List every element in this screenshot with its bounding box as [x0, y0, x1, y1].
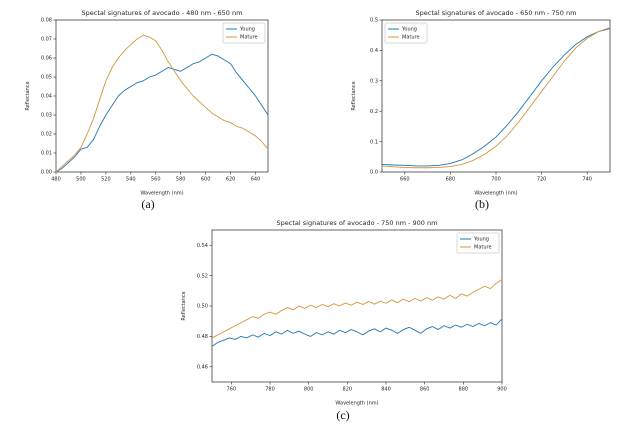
y-tick-label: 0.07	[41, 37, 52, 43]
y-tick-label: 0.1	[370, 139, 378, 145]
y-tick-label: 0.02	[41, 132, 52, 138]
x-tick-label: 800	[304, 387, 314, 393]
x-tick-label: 660	[400, 177, 410, 183]
chart-canvas: Spectal signatures of avocado - 480 nm -…	[25, 9, 269, 197]
x-tick-label: 900	[497, 387, 507, 393]
series-line-mature	[381, 27, 611, 169]
legend-label: Young	[473, 237, 489, 243]
y-tick-label: 0.54	[197, 243, 208, 249]
chart-spectral-750-900: Spectal signatures of avocado - 750 nm -…	[178, 216, 508, 408]
x-tick-label: 540	[126, 177, 136, 183]
y-tick-label: 0.01	[41, 151, 52, 157]
series-line-young	[211, 318, 503, 347]
x-tick-label: 880	[459, 387, 469, 393]
x-tick-label: 620	[226, 177, 236, 183]
chart-spectral-650-750: Spectal signatures of avocado - 650 nm -…	[348, 6, 616, 198]
caption-c: (c)	[336, 408, 350, 422]
y-tick-label: 0.3	[370, 79, 378, 85]
series-line-mature	[55, 34, 269, 173]
legend-box	[222, 22, 266, 44]
y-tick-label: 0.04	[41, 94, 52, 100]
y-tick-label: 0.5	[370, 18, 378, 24]
chart-canvas: Spectal signatures of avocado - 650 nm -…	[351, 9, 611, 197]
x-tick-label: 780	[265, 387, 275, 393]
series-line-young	[381, 28, 611, 167]
y-tick-label: 0.52	[197, 273, 208, 279]
chart-title: Spectal signatures of avocado - 650 nm -…	[416, 9, 577, 17]
legend-label: Young	[401, 27, 417, 33]
x-axis-label: Wavelength (nm)	[140, 191, 183, 197]
x-tick-label: 560	[151, 177, 161, 183]
chart-canvas: Spectal signatures of avocado - 750 nm -…	[181, 219, 507, 407]
x-axis-label: Wavelength (nm)	[335, 401, 378, 407]
x-tick-label: 580	[176, 177, 186, 183]
y-axis-label: Reflectance	[25, 81, 31, 110]
y-tick-label: 0.0	[370, 170, 378, 176]
y-axis-label: Reflectance	[351, 81, 357, 110]
y-tick-label: 0.06	[41, 56, 52, 62]
y-tick-label: 0.08	[41, 18, 52, 24]
x-tick-label: 600	[201, 177, 211, 183]
x-tick-label: 720	[537, 177, 547, 183]
x-tick-label: 760	[227, 387, 237, 393]
y-tick-label: 0.48	[197, 334, 208, 340]
x-tick-label: 520	[101, 177, 111, 183]
x-axis-label: Wavelength (nm)	[474, 191, 517, 197]
x-tick-label: 480	[51, 177, 61, 183]
series-line-mature	[211, 278, 503, 339]
y-tick-label: 0.05	[41, 75, 52, 81]
y-tick-label: 0.46	[197, 365, 208, 371]
legend-box	[456, 232, 500, 254]
x-tick-label: 740	[582, 177, 592, 183]
x-tick-label: 860	[420, 387, 430, 393]
caption-b: (b)	[475, 197, 489, 211]
y-tick-label: 0.4	[370, 48, 378, 54]
legend-label: Mature	[240, 35, 258, 41]
legend-box	[384, 22, 428, 44]
y-axis-label: Reflectance	[181, 291, 187, 320]
plot-area	[55, 19, 269, 173]
y-tick-label: 0.50	[197, 304, 208, 310]
y-tick-label: 0.03	[41, 113, 52, 119]
x-tick-label: 680	[446, 177, 456, 183]
legend-label: Mature	[474, 245, 492, 251]
caption-a: (a)	[141, 197, 155, 211]
y-tick-label: 0.00	[41, 170, 52, 176]
plot-area	[211, 229, 503, 383]
legend-label: Mature	[402, 35, 420, 41]
x-tick-label: 640	[251, 177, 261, 183]
chart-title: Spectal signatures of avocado - 750 nm -…	[277, 219, 438, 227]
x-tick-label: 500	[76, 177, 86, 183]
x-tick-label: 700	[491, 177, 501, 183]
x-tick-label: 840	[381, 387, 391, 393]
x-tick-label: 820	[343, 387, 353, 393]
chart-title: Spectal signatures of avocado - 480 nm -…	[82, 9, 243, 17]
y-tick-label: 0.2	[370, 109, 378, 115]
chart-spectral-480-650: Spectal signatures of avocado - 480 nm -…	[22, 6, 274, 198]
legend-label: Young	[239, 27, 255, 33]
series-line-young	[55, 53, 269, 173]
